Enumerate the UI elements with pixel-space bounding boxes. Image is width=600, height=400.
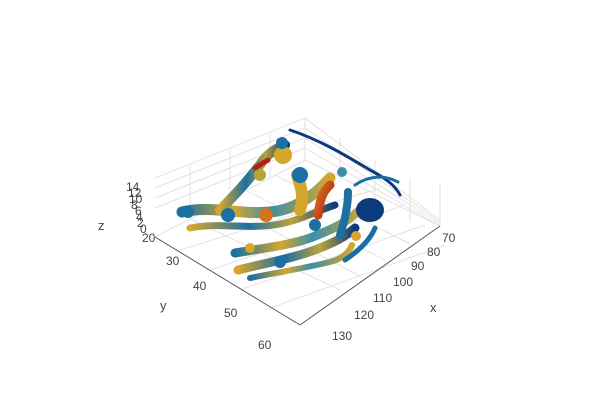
x-tick: 130 bbox=[332, 329, 352, 343]
node bbox=[254, 169, 266, 181]
y-tick: 50 bbox=[224, 306, 238, 320]
y-tick: 30 bbox=[166, 254, 180, 268]
node bbox=[309, 219, 321, 231]
tube bbox=[252, 157, 271, 171]
x-tick: 100 bbox=[393, 275, 413, 289]
surface-nodes bbox=[182, 137, 384, 268]
z-tick: 12 bbox=[128, 186, 142, 200]
x-axis-title: x bbox=[430, 300, 437, 315]
node bbox=[356, 198, 384, 222]
z-axis-ticks: 14 12 10 8 6 4 2 0 bbox=[126, 180, 147, 236]
node bbox=[274, 256, 286, 268]
z-tick: 4 bbox=[136, 210, 143, 224]
y-tick: 20 bbox=[142, 231, 156, 245]
y-tick: 60 bbox=[258, 338, 272, 352]
z-tick: 6 bbox=[135, 204, 142, 218]
node bbox=[182, 206, 194, 218]
node bbox=[274, 146, 292, 164]
node bbox=[245, 243, 255, 253]
node bbox=[276, 137, 288, 149]
z-tick: 2 bbox=[137, 216, 144, 230]
x-tick: 110 bbox=[373, 291, 392, 305]
tube bbox=[336, 188, 352, 239]
tube bbox=[288, 128, 402, 197]
x-axis-ticks: 70 80 90 100 110 120 130 bbox=[332, 231, 456, 343]
z-tick: 10 bbox=[129, 192, 143, 206]
z-axis-title: z bbox=[98, 218, 105, 233]
tube bbox=[247, 242, 355, 281]
x-tick: 70 bbox=[442, 231, 456, 245]
x-tick: 80 bbox=[427, 245, 441, 259]
y-axis-title: y bbox=[160, 298, 167, 313]
node bbox=[221, 208, 235, 222]
y-axis-ticks: 20 30 40 50 60 bbox=[142, 231, 272, 352]
node bbox=[259, 208, 273, 222]
z-tick: 8 bbox=[131, 198, 138, 212]
x-tick: 120 bbox=[354, 308, 374, 322]
tube bbox=[342, 225, 378, 263]
tube bbox=[233, 223, 360, 275]
z-tick: 14 bbox=[126, 180, 140, 194]
x-tick: 90 bbox=[411, 259, 425, 273]
node bbox=[351, 231, 361, 241]
y-tick: 40 bbox=[193, 279, 207, 293]
tube bbox=[353, 175, 400, 187]
node bbox=[292, 167, 308, 183]
z-tick: 0 bbox=[140, 222, 147, 236]
tube bbox=[313, 180, 335, 220]
node bbox=[337, 167, 347, 177]
